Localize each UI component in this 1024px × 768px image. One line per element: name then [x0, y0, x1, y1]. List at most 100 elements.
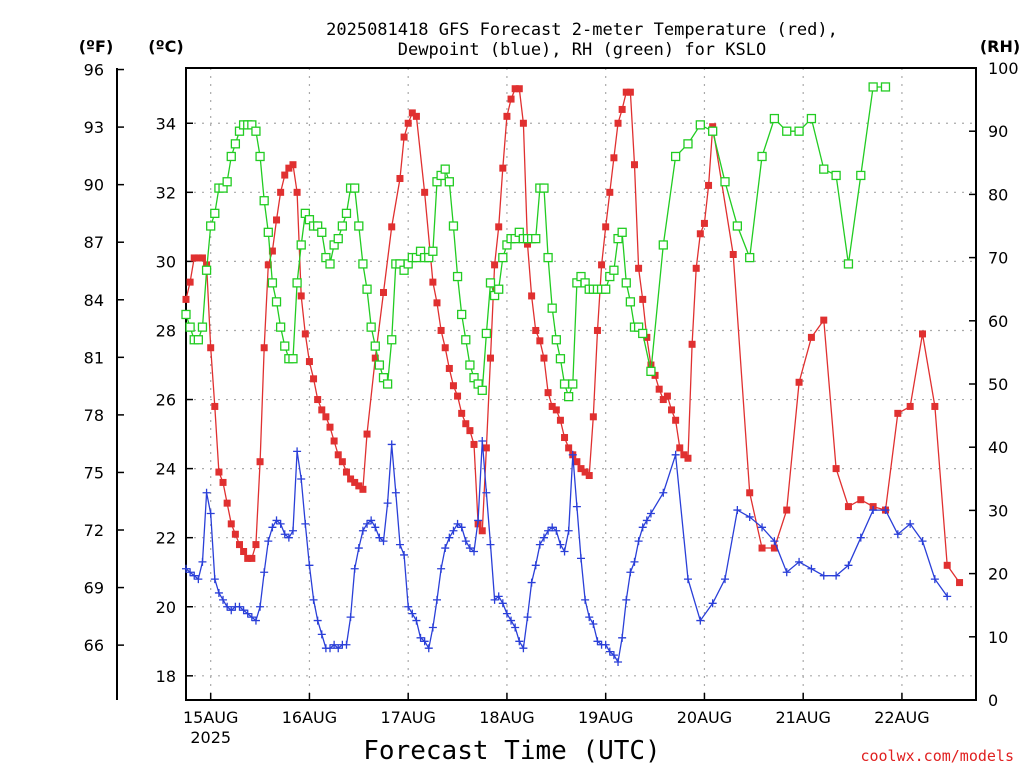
- dewpoint-point: [317, 630, 326, 639]
- dewpoint-point: [223, 602, 232, 611]
- temperature-line: [185, 88, 961, 583]
- temperature-point: [227, 520, 235, 528]
- temperature-point: [565, 444, 573, 452]
- rh-point: [370, 341, 380, 351]
- rh-point: [806, 113, 817, 124]
- temperature-point: [400, 133, 408, 141]
- temperature-point: [758, 544, 766, 552]
- dewpoint-point: [630, 557, 639, 566]
- rh-tick-label: 20: [988, 565, 1008, 584]
- dewpoint-point: [507, 616, 516, 625]
- dewpoint-point: [297, 474, 306, 483]
- temperature-point: [342, 468, 350, 476]
- rh-point: [617, 227, 627, 237]
- fahrenheit-tick-label: 66: [84, 636, 104, 655]
- celsius-tick-label: 24: [156, 460, 176, 479]
- rh-point: [543, 252, 553, 263]
- fahrenheit-tick-label: 69: [84, 579, 104, 598]
- celsius-tick-label: 28: [156, 321, 176, 340]
- dewpoint-point: [782, 568, 791, 577]
- x-tick-year-label: 2025: [190, 728, 231, 747]
- temperature-point: [499, 164, 507, 172]
- temperature-point: [338, 458, 346, 466]
- temperature-point: [470, 440, 478, 448]
- dewpoint-series: [182, 436, 952, 667]
- rh-tick-label: 0: [988, 691, 998, 710]
- chart-title-line-1: 2025081418 GFS Forecast 2-meter Temperat…: [326, 20, 838, 40]
- rh-point: [337, 221, 348, 231]
- temperature-point: [244, 554, 252, 562]
- dewpoint-point: [309, 595, 318, 604]
- dewpoint-point: [634, 537, 643, 546]
- temperature-point: [491, 261, 499, 269]
- temperature-point: [380, 288, 387, 296]
- rh-point: [485, 278, 496, 288]
- temperature-point: [556, 416, 564, 424]
- rh-point: [275, 322, 286, 332]
- dewpoint-point: [844, 561, 853, 570]
- temperature-point: [235, 541, 243, 549]
- dewpoint-point: [375, 533, 384, 542]
- fahrenheit-axis-header: (ºF): [79, 37, 114, 56]
- celsius-tick-label: 30: [156, 252, 176, 271]
- rh-point: [868, 82, 878, 92]
- rh-point: [708, 126, 718, 136]
- dewpoint-point: [453, 519, 462, 528]
- dewpoint-point: [614, 658, 623, 667]
- dewpoint-point: [819, 571, 828, 580]
- rh-point: [354, 221, 364, 231]
- temperature-point: [680, 451, 688, 459]
- temperature-point: [503, 112, 511, 120]
- temperature-point: [943, 561, 951, 569]
- temperature-point: [322, 413, 330, 421]
- temperature-point: [552, 406, 560, 414]
- dewpoint-point: [869, 506, 878, 515]
- fahrenheit-tick-label: 87: [84, 233, 104, 252]
- rh-point: [568, 379, 578, 389]
- rh-point: [448, 221, 459, 231]
- temperature-point: [857, 496, 865, 504]
- dewpoint-point: [482, 488, 491, 497]
- dewpoint-point: [609, 651, 618, 660]
- celsius-tick-label: 34: [156, 114, 176, 133]
- rh-point: [325, 259, 335, 269]
- temperature-point: [277, 188, 285, 196]
- dewpoint-point: [515, 637, 524, 646]
- dewpoint-point: [758, 523, 767, 532]
- dewpoint-point: [918, 537, 927, 546]
- temperature-point: [705, 181, 713, 189]
- dewpoint-point: [539, 533, 548, 542]
- dewpoint-point: [568, 450, 577, 459]
- temperature-point: [347, 475, 355, 483]
- temperature-point: [630, 161, 638, 169]
- dewpoint-point: [638, 523, 647, 532]
- dewpoint-point: [330, 640, 339, 649]
- rh-point: [531, 233, 541, 244]
- dewpoint-point: [326, 644, 335, 653]
- temperature-point: [668, 406, 676, 414]
- fahrenheit-tick-label: 93: [84, 118, 104, 137]
- temperature-point: [486, 354, 494, 362]
- dewpoint-point: [202, 488, 211, 497]
- rh-point: [461, 335, 471, 345]
- rh-point: [452, 271, 463, 282]
- temperature-point: [894, 409, 902, 417]
- dewpoint-point: [642, 516, 651, 525]
- dewpoint-point: [906, 519, 915, 528]
- temperature-point: [626, 88, 634, 96]
- temperature-point: [305, 358, 313, 366]
- temperature-point: [363, 430, 371, 438]
- dewpoint-point: [437, 564, 446, 573]
- temperature-point: [795, 378, 803, 386]
- dewpoint-point: [646, 509, 655, 518]
- rh-point: [440, 164, 450, 174]
- dewpoint-point: [206, 509, 215, 518]
- celsius-tick-label: 20: [156, 598, 176, 617]
- rh-point: [280, 341, 290, 351]
- temperature-point: [194, 254, 202, 262]
- celsius-tick-label: 26: [156, 391, 176, 410]
- temperature-point: [639, 295, 647, 303]
- dewpoint-point: [733, 506, 742, 515]
- dewpoint-point: [523, 613, 532, 622]
